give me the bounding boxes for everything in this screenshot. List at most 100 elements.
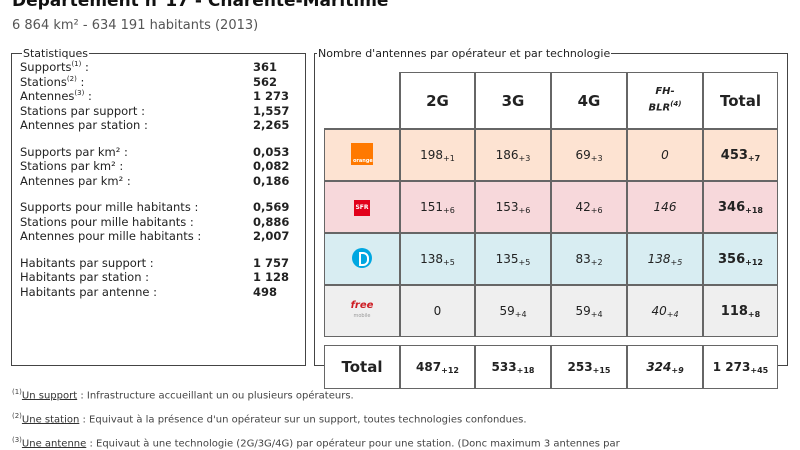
cell-delta: +5: [670, 258, 683, 267]
cell-delta: +6: [443, 206, 455, 215]
cell-value: 0: [661, 148, 669, 162]
spacer-cell: [703, 337, 778, 345]
cell-value: 324: [646, 360, 672, 374]
cell-delta: +2: [590, 258, 603, 267]
stat-value: 1 273: [253, 89, 290, 103]
stat-label: Habitants par station :: [20, 270, 150, 284]
header-3g: 3G: [475, 72, 551, 129]
stat-label: Habitants par support :: [20, 255, 154, 270]
stat-footnote-ref: (2): [66, 74, 77, 83]
cell-value: 42: [575, 200, 591, 214]
total-cell: 533+18: [475, 345, 551, 389]
stat-label-cell: Supports pour mille habitants :: [20, 200, 253, 215]
total-row: Total 487+12 533+18 253+15 324+9 1 273+45: [324, 345, 778, 389]
stat-label-cell: Supports(1) :: [20, 60, 253, 75]
table-cell: 0: [400, 285, 475, 337]
stat-label-cell: Antennes par km² :: [20, 174, 253, 189]
table-cell: 42+6: [551, 181, 627, 233]
header-2g: 2G: [400, 72, 475, 129]
stats-spacer: [20, 244, 297, 256]
stat-label-suffix: :: [76, 74, 85, 89]
operator-row-orange: orange 198+1 186+3 69+3 0 453+7: [324, 129, 778, 181]
stat-row: Stations par support : 1,557: [20, 104, 297, 119]
stat-label-cell: Antennes pour mille habitants :: [20, 229, 253, 244]
stat-label: Supports pour mille habitants :: [20, 200, 199, 214]
cell-delta: +5: [443, 258, 455, 267]
cell-delta: +1: [443, 154, 455, 163]
stat-label-suffix: :: [81, 60, 89, 74]
table-header-row: 2G 3G 4G FH- BLR(4) Total: [324, 72, 778, 129]
cell-value: 346: [718, 199, 746, 215]
footnote: (3)Une antenne : Equivaut à une technolo…: [12, 436, 620, 449]
stat-label-cell: Stations pour mille habitants :: [20, 215, 253, 230]
cell-value: 138: [647, 252, 671, 266]
stat-label-cell: Stations par km² :: [20, 159, 253, 174]
table-cell: 83+2: [551, 233, 627, 285]
table-cell: 135+5: [475, 233, 551, 285]
free-logo-text: free: [350, 300, 374, 311]
stat-row: Supports(1) :361: [20, 60, 297, 75]
spacer-cell: [324, 337, 400, 345]
table-cell: 153+6: [475, 181, 551, 233]
cell-value: 146: [653, 200, 677, 214]
stat-value: 2,007: [253, 229, 290, 243]
total-label: Total: [324, 345, 400, 389]
cell-delta: +3: [518, 154, 531, 163]
footnote-text: : Infrastructure accueillant un ou plusi…: [77, 390, 354, 402]
stat-footnote-ref: (1): [71, 60, 82, 68]
antennas-table: 2G 3G 4G FH- BLR(4) Total orange 198+1 186…: [324, 72, 778, 389]
stat-value: 562: [253, 74, 278, 89]
header-blr-footnote: (4): [670, 100, 682, 109]
stat-label: Stations pour mille habitants :: [20, 214, 194, 229]
table-spacer-row: [324, 337, 778, 345]
header-total: Total: [703, 72, 778, 129]
table-cell: 118+8: [703, 285, 778, 337]
cell-value: 135: [495, 252, 519, 266]
footnote-text: : Equivaut à la présence d'un opérateur …: [79, 414, 527, 426]
cell-value: 40: [651, 304, 667, 318]
cell-value: 198: [420, 148, 444, 162]
cell-value: 83: [575, 252, 591, 266]
statistics-list: Supports(1) :361 Stations(2) :562 Antennes…: [20, 60, 297, 299]
footnote-term-link[interactable]: Une antenne: [21, 438, 87, 450]
stat-value: 2,265: [253, 118, 290, 132]
cell-value: 59: [499, 304, 515, 318]
stat-label-cell: Habitants par support :: [20, 256, 253, 271]
table-cell: 356+12: [703, 233, 778, 285]
statistics-legend: Statistiques: [23, 47, 88, 60]
cell-value: 533: [491, 360, 517, 374]
stat-label: Antennes par station :: [20, 118, 148, 132]
footnote-number: (1): [12, 388, 22, 396]
cell-delta: +5: [518, 258, 531, 267]
cell-value: 253: [567, 360, 593, 374]
antennas-legend: Nombre d'antennes par opérateur et par t…: [318, 47, 611, 60]
page-title: Département n°17 - Charente-Maritime: [12, 0, 389, 11]
stat-value: 361: [253, 60, 278, 74]
stat-row: Antennes pour mille habitants : 2,007: [20, 229, 297, 244]
total-cell: 1 273+45: [703, 345, 778, 389]
table-cell: 138+5: [627, 233, 703, 285]
footnote-term-link[interactable]: Un support: [21, 390, 78, 402]
stat-label-cell: Supports par km² :: [20, 145, 253, 160]
stat-label-cell: Stations par support :: [20, 104, 253, 119]
spacer-cell: [627, 337, 703, 345]
cell-delta: +7: [747, 153, 761, 163]
cell-delta: +4: [666, 310, 679, 319]
cell-delta: +6: [518, 206, 531, 215]
stat-label-suffix: :: [84, 89, 92, 103]
stat-value: 0,082: [253, 159, 290, 173]
total-cell: 253+15: [551, 345, 627, 389]
orange-logo-icon: orange: [351, 142, 373, 165]
cell-value: 487: [416, 360, 442, 374]
table-cell: 69+3: [551, 129, 627, 181]
table-cell: 59+4: [551, 285, 627, 337]
stat-label-cell: Habitants par antenne :: [20, 285, 253, 300]
footnote-term-link[interactable]: Une station: [21, 414, 80, 426]
stat-label-cell: Habitants par station :: [20, 270, 253, 285]
stat-label: Stations par km² :: [20, 159, 124, 173]
stat-row: Stations par km² : 0,082: [20, 159, 297, 174]
stat-value: 0,569: [253, 200, 290, 214]
operator-logo-cell: orange: [324, 129, 400, 181]
spacer-cell: [551, 337, 627, 345]
stat-row: Habitants par support : 1 757: [20, 256, 297, 271]
